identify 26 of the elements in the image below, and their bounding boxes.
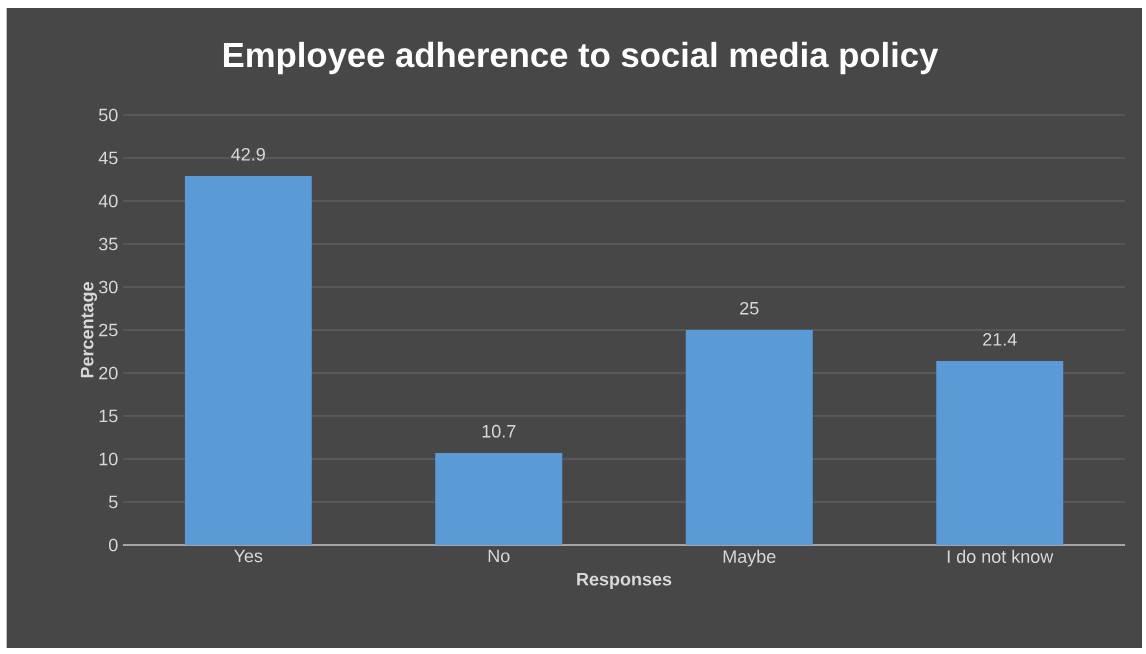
x-axis-title: Responses <box>577 572 672 590</box>
bar <box>435 452 563 545</box>
y-tick-label: 45 <box>98 151 118 165</box>
data-label: 21.4 <box>983 333 1017 346</box>
x-tick-label: I do not know <box>947 549 1054 563</box>
y-tick-label: 50 <box>98 108 118 122</box>
bar <box>685 330 813 545</box>
data-label: 42.9 <box>231 147 265 161</box>
y-tick-label: 40 <box>98 194 118 208</box>
data-label: 25 <box>740 301 759 315</box>
y-tick-label: 0 <box>108 538 118 552</box>
y-tick-label: 15 <box>99 409 118 423</box>
bar <box>184 176 312 545</box>
bar <box>936 360 1064 545</box>
y-tick-label: 35 <box>98 237 118 251</box>
y-tick-label: 10 <box>99 452 118 466</box>
x-tick-label: Yes <box>233 549 263 563</box>
y-tick-label: 5 <box>108 495 118 509</box>
x-tick-label: Maybe <box>723 549 776 567</box>
y-tick-label: 25 <box>99 323 118 337</box>
x-tick-label: No <box>488 549 510 563</box>
y-tick-label: 30 <box>98 280 118 294</box>
data-label: 10.7 <box>482 424 516 438</box>
y-tick-label: 20 <box>99 366 118 380</box>
chart-title: Employee adherence to social media policy <box>223 41 939 75</box>
y-axis-title: Percentage <box>80 282 98 378</box>
